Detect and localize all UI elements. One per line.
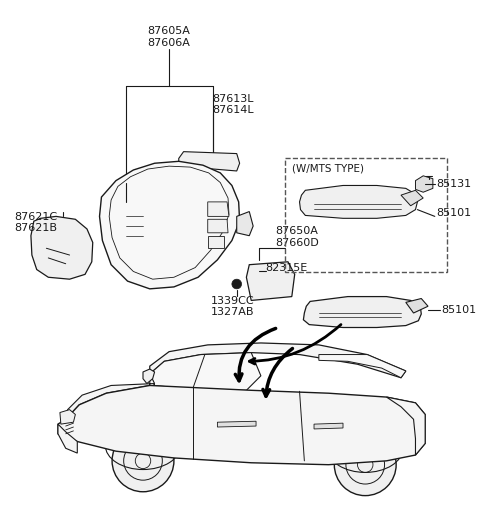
Text: 85101: 85101 [442, 305, 477, 315]
Polygon shape [150, 343, 406, 378]
Text: 87621C
87621B: 87621C 87621B [14, 211, 58, 233]
Circle shape [112, 430, 174, 492]
Bar [285, 158, 447, 272]
Polygon shape [300, 185, 418, 218]
Polygon shape [60, 410, 75, 424]
Text: 85101: 85101 [437, 208, 472, 219]
Polygon shape [314, 423, 343, 429]
Polygon shape [58, 424, 77, 453]
Polygon shape [237, 211, 253, 236]
Text: 87650A
87660D: 87650A 87660D [276, 226, 319, 248]
Circle shape [238, 355, 249, 367]
Polygon shape [143, 369, 155, 383]
Polygon shape [66, 374, 155, 419]
Polygon shape [406, 298, 428, 313]
Polygon shape [217, 421, 256, 427]
Polygon shape [303, 296, 421, 328]
Polygon shape [31, 217, 93, 279]
Polygon shape [208, 236, 224, 248]
Circle shape [334, 434, 396, 496]
Text: 1339CC
1327AB: 1339CC 1327AB [211, 295, 254, 317]
Polygon shape [401, 190, 423, 206]
Polygon shape [179, 152, 240, 171]
Circle shape [254, 267, 264, 276]
Polygon shape [208, 202, 229, 217]
Polygon shape [416, 176, 433, 192]
Text: 85131: 85131 [437, 179, 472, 188]
Polygon shape [208, 219, 228, 233]
Polygon shape [246, 262, 295, 301]
Polygon shape [150, 353, 261, 390]
Polygon shape [58, 386, 425, 465]
Text: (W/MTS TYPE): (W/MTS TYPE) [292, 163, 364, 173]
Polygon shape [99, 161, 240, 289]
Polygon shape [319, 354, 406, 378]
Polygon shape [386, 397, 425, 455]
Text: 82315E: 82315E [266, 263, 308, 272]
Circle shape [232, 279, 241, 289]
Text: 87613L
87614L: 87613L 87614L [213, 94, 254, 115]
Text: 87605A
87606A: 87605A 87606A [148, 26, 191, 48]
